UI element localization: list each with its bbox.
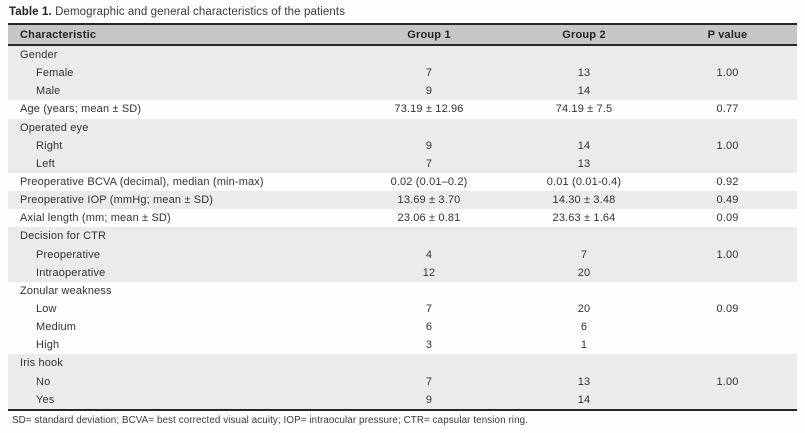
cell-p-value: 1.00: [716, 248, 739, 261]
table-row: Left 7 13: [8, 154, 797, 173]
cell-group-1: 7: [425, 375, 433, 388]
table-caption: Demographic and general characteristics …: [51, 6, 346, 18]
cell-characteristic: Left: [36, 157, 55, 170]
cell-characteristic: Gender: [20, 49, 58, 62]
table-row: Medium 6 6: [8, 318, 797, 337]
cell-group-2: 13: [577, 375, 591, 388]
cell-group-2: 13: [577, 157, 591, 170]
table-row: Zonular weakness: [8, 281, 797, 300]
cell-group-1: 9: [425, 393, 433, 406]
cell-group-2: 14: [577, 139, 591, 152]
cell-group-1: 7: [425, 303, 433, 316]
cell-p-value: 0.92: [716, 176, 739, 189]
cell-characteristic: Female: [36, 67, 74, 80]
cell-group-2: 14: [577, 85, 591, 98]
cell-characteristic: Iris hook: [20, 357, 63, 370]
cell-group-2: 1: [580, 339, 588, 352]
table-row: Yes 9 14: [8, 390, 797, 409]
cell-p-value: 1.00: [716, 139, 739, 152]
header-characteristic: Characteristic: [20, 28, 97, 41]
table-number: Table 1.: [9, 6, 52, 18]
table-row: Right 9 14 1.00: [8, 136, 797, 155]
cell-group-2: 14: [577, 393, 591, 406]
cell-characteristic: Yes: [36, 393, 55, 406]
cell-characteristic: Decision for CTR: [20, 230, 107, 243]
cell-characteristic: Zonular weakness: [20, 284, 112, 297]
cell-group-2: 74.19 ± 7.5: [555, 103, 613, 116]
cell-characteristic: Intraoperative: [36, 266, 106, 279]
table-row: Preoperative IOP (mmHg; mean ± SD) 13.69…: [8, 191, 797, 210]
header-group-1: Group 1: [407, 28, 451, 41]
cell-group-2: 6: [580, 321, 588, 334]
table-row: Preoperative BCVA (decimal), median (min…: [8, 172, 797, 192]
table-row: Iris hook: [8, 354, 797, 373]
table-row: Gender: [8, 46, 797, 65]
table-body: Gender Female 7 13 1.00 Male 9 14 Age (y…: [8, 46, 797, 409]
header-p-value: P value: [707, 28, 748, 41]
cell-characteristic: Male: [36, 85, 61, 98]
cell-group-1: 7: [425, 157, 433, 170]
cell-characteristic: Right: [36, 139, 63, 152]
cell-characteristic: No: [36, 375, 51, 388]
table-row: Male 9 14: [8, 82, 797, 101]
cell-group-1: 9: [425, 85, 433, 98]
cell-group-2: 14.30 ± 3.48: [552, 194, 616, 207]
cell-group-1: 13.69 ± 3.70: [397, 194, 461, 207]
table-row: Low 7 20 0.09: [8, 299, 797, 319]
table-row: Female 7 13 1.00: [8, 64, 797, 83]
cell-characteristic: High: [36, 339, 60, 352]
table-row: High 3 1: [8, 336, 797, 355]
cell-characteristic: Axial length (mm; mean ± SD): [20, 212, 171, 225]
cell-group-1: 9: [425, 139, 433, 152]
cell-p-value: 1.00: [716, 67, 739, 80]
cell-group-2: 0.01 (0.01-0.4): [546, 176, 622, 189]
cell-group-2: 13: [577, 67, 591, 80]
cell-p-value: 0.77: [716, 103, 739, 116]
cell-group-1: 23.06 ± 0.81: [397, 212, 461, 225]
table-header-row: Characteristic Group 1 Group 2 P value: [8, 23, 797, 46]
cell-group-1: 73.19 ± 12.96: [394, 103, 464, 116]
cell-group-1: 4: [425, 248, 433, 261]
table-row: Intraoperative 12 20: [8, 263, 797, 282]
table-row: Operated eye: [8, 118, 797, 137]
cell-group-1: 7: [425, 67, 433, 80]
cell-p-value: 0.49: [716, 194, 739, 207]
cell-group-1: 3: [425, 339, 433, 352]
table-row: Preoperative 4 7 1.00: [8, 245, 797, 264]
cell-characteristic: Medium: [36, 321, 77, 334]
cell-p-value: 1.00: [716, 375, 739, 388]
cell-p-value: 0.09: [716, 212, 739, 225]
cell-group-2: 20: [577, 303, 591, 316]
table-row: No 7 13 1.00: [8, 372, 797, 391]
cell-group-1: 12: [422, 266, 436, 279]
table-row: Age (years; mean ± SD) 73.19 ± 12.96 74.…: [8, 100, 797, 119]
table-row: Axial length (mm; mean ± SD) 23.06 ± 0.8…: [8, 209, 797, 228]
cell-characteristic: Operated eye: [20, 121, 89, 134]
cell-group-1: 6: [425, 321, 433, 334]
table-row: Decision for CTR: [8, 227, 797, 246]
cell-characteristic: Preoperative BCVA (decimal), median (min…: [20, 176, 264, 189]
header-group-2: Group 2: [562, 28, 606, 41]
cell-group-2: 23.63 ± 1.64: [552, 212, 616, 225]
cell-characteristic: Age (years; mean ± SD): [20, 103, 142, 116]
cell-group-2: 7: [580, 248, 588, 261]
cell-characteristic: Preoperative IOP (mmHg; mean ± SD): [20, 194, 214, 207]
characteristics-table: Characteristic Group 1 Group 2 P value G…: [8, 23, 797, 426]
cell-p-value: 0.09: [716, 303, 739, 316]
table-title: Table 1. Demographic and general charact…: [0, 0, 805, 23]
cell-group-1: 0.02 (0.01–0.2): [390, 176, 468, 189]
cell-characteristic: Low: [36, 303, 57, 316]
cell-group-2: 20: [577, 266, 591, 279]
cell-characteristic: Preoperative: [36, 248, 101, 261]
table-footnote: SD= standard deviation; BCVA= best corre…: [8, 408, 797, 426]
